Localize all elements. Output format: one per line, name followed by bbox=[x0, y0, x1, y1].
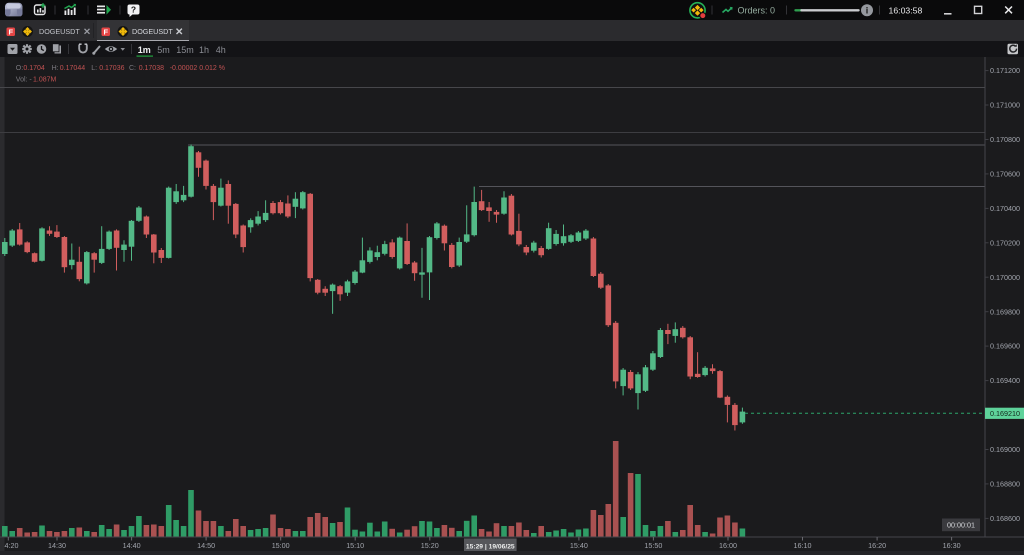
svg-text:15:10: 15:10 bbox=[346, 541, 364, 550]
svg-text:0.17038: 0.17038 bbox=[139, 65, 164, 72]
svg-text:14:30: 14:30 bbox=[48, 541, 66, 550]
svg-text:4h: 4h bbox=[216, 45, 226, 55]
svg-text:0.171200: 0.171200 bbox=[990, 66, 1020, 75]
svg-text:0.17036: 0.17036 bbox=[99, 65, 124, 72]
svg-text:?: ? bbox=[131, 5, 136, 15]
svg-text:H:: H: bbox=[52, 65, 59, 72]
svg-text:15m: 15m bbox=[176, 45, 194, 55]
svg-text:0.170800: 0.170800 bbox=[990, 135, 1020, 144]
svg-text:1h: 1h bbox=[199, 45, 209, 55]
svg-text:5m: 5m bbox=[157, 45, 170, 55]
svg-text:0.169800: 0.169800 bbox=[990, 307, 1020, 316]
svg-text:DOGEUSDT: DOGEUSDT bbox=[132, 27, 173, 36]
svg-text:O:: O: bbox=[16, 65, 23, 72]
svg-text:0.169210: 0.169210 bbox=[990, 409, 1020, 418]
svg-text:16:00: 16:00 bbox=[719, 541, 737, 550]
svg-text:DOGEUSDT: DOGEUSDT bbox=[39, 27, 80, 36]
svg-text:i: i bbox=[866, 6, 869, 16]
svg-text:16:30: 16:30 bbox=[943, 541, 961, 550]
svg-text:0.170600: 0.170600 bbox=[990, 170, 1020, 179]
svg-text:4:20: 4:20 bbox=[5, 541, 19, 550]
svg-text:0.169000: 0.169000 bbox=[990, 445, 1020, 454]
svg-text:0.169400: 0.169400 bbox=[990, 376, 1020, 385]
svg-text:15:00: 15:00 bbox=[272, 541, 290, 550]
svg-text:16:20: 16:20 bbox=[868, 541, 886, 550]
svg-text:0.168800: 0.168800 bbox=[990, 480, 1020, 489]
svg-text:16:03:58: 16:03:58 bbox=[889, 5, 923, 15]
svg-text:0.17044: 0.17044 bbox=[60, 65, 85, 72]
svg-text:15:20: 15:20 bbox=[421, 541, 439, 550]
svg-text:Vol: -: Vol: - bbox=[16, 76, 33, 83]
svg-text:00:00:01: 00:00:01 bbox=[947, 520, 975, 529]
svg-text:0.168600: 0.168600 bbox=[990, 514, 1020, 523]
svg-text:15:29 | 19/06/25: 15:29 | 19/06/25 bbox=[466, 544, 515, 551]
svg-text:0.171000: 0.171000 bbox=[990, 101, 1020, 110]
svg-text:0.1704: 0.1704 bbox=[23, 65, 45, 72]
svg-text:-0.00002 0.012 %: -0.00002 0.012 % bbox=[170, 65, 225, 72]
svg-text:15:40: 15:40 bbox=[570, 541, 588, 550]
svg-text:14:40: 14:40 bbox=[123, 541, 141, 550]
svg-text:C:: C: bbox=[129, 65, 136, 72]
svg-text:L:: L: bbox=[91, 65, 97, 72]
svg-text:F: F bbox=[8, 27, 13, 36]
svg-text:Orders: 0: Orders: 0 bbox=[738, 6, 776, 16]
svg-text:14:50: 14:50 bbox=[197, 541, 215, 550]
svg-text:1.087M: 1.087M bbox=[33, 76, 57, 83]
svg-text:1m: 1m bbox=[138, 45, 151, 55]
svg-text:0.170000: 0.170000 bbox=[990, 273, 1020, 282]
svg-text:0.170200: 0.170200 bbox=[990, 238, 1020, 247]
svg-text:15:50: 15:50 bbox=[644, 541, 662, 550]
svg-text:F: F bbox=[103, 27, 108, 36]
svg-text:0.170400: 0.170400 bbox=[990, 204, 1020, 213]
svg-text:16:10: 16:10 bbox=[794, 541, 812, 550]
svg-text:0.169600: 0.169600 bbox=[990, 342, 1020, 351]
